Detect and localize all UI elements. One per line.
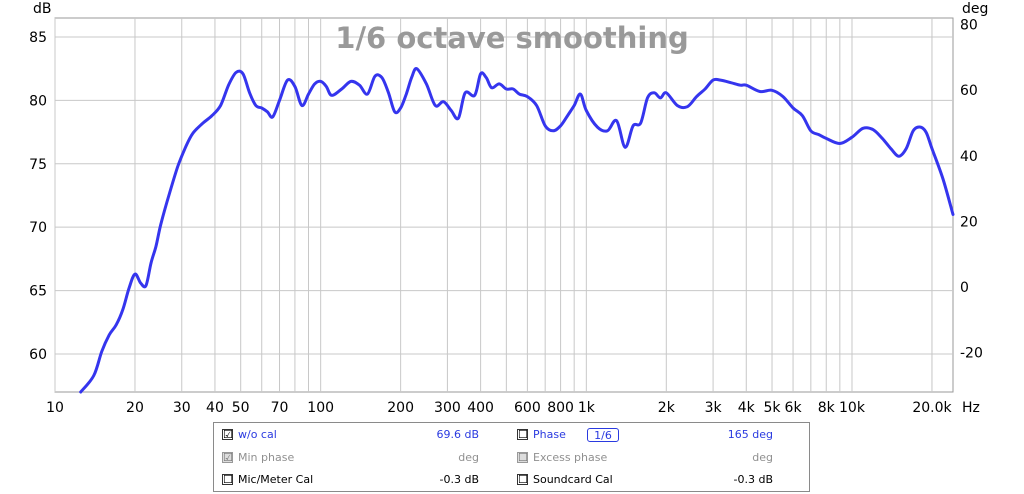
plot-area <box>54 17 954 393</box>
y-left-tick-label: 70 <box>29 220 47 236</box>
wo-cal-value: 69.6 dB <box>436 428 479 441</box>
y-left-tick-label: 85 <box>29 30 47 46</box>
min-phase-value: deg <box>458 451 479 464</box>
y-axis-right: -20 0 20 40 60 80 <box>960 18 983 362</box>
y-left-tick-label: 60 <box>29 347 47 363</box>
x-tick-label: 1k <box>578 400 596 416</box>
x-tick-label: 5k <box>764 400 782 416</box>
soundcard-cal-value: -0.3 dB <box>733 473 774 486</box>
x-tick-label: 20 <box>126 400 144 416</box>
x-tick-label: 3k <box>705 400 723 416</box>
x-axis: 10 20 30 40 50 70 100 200 300 400 600 800 1k 2k 3k 4k 5k… <box>46 400 952 416</box>
y-left-tick-label: 65 <box>29 284 47 300</box>
x-tick-label: 200 <box>387 400 414 416</box>
x-tick-label: 40 <box>206 400 224 416</box>
x-tick-label: 20.0k <box>912 400 952 416</box>
x-tick-label: 2k <box>658 400 676 416</box>
y-left-tick-label: 80 <box>29 93 47 109</box>
x-tick-label: 400 <box>467 400 494 416</box>
x-tick-label: 50 <box>232 400 250 416</box>
mic-cal-value: -0.3 dB <box>439 473 480 486</box>
min-phase-checkbox[interactable]: ☑ <box>222 451 233 464</box>
x-tick-label: 70 <box>271 400 289 416</box>
legend-row-mic-cal: ☐ Mic/Meter Cal -0.3 dB ☐ Soundcard Cal … <box>214 471 811 489</box>
mic-cal-label: Mic/Meter Cal <box>238 473 314 486</box>
phase-value: 165 deg <box>727 428 773 441</box>
smoothing-button[interactable]: 1/6 <box>587 428 619 442</box>
y-right-tick-label: 80 <box>960 18 978 34</box>
soundcard-cal-checkbox[interactable]: ☐ <box>517 473 528 486</box>
soundcard-cal-label: Soundcard Cal <box>533 473 613 486</box>
phase-label: Phase <box>533 428 566 441</box>
wo-cal-label: w/o cal <box>238 428 277 441</box>
y-right-tick-label: 60 <box>960 83 978 99</box>
x-tick-label: 10 <box>46 400 64 416</box>
x-tick-label: 30 <box>173 400 191 416</box>
excess-phase-label: Excess phase <box>533 451 608 464</box>
x-tick-label: 300 <box>434 400 461 416</box>
excess-phase-value: deg <box>752 451 773 464</box>
x-tick-label: 8k <box>818 400 836 416</box>
legend-panel: ☑ w/o cal 1/6 69.6 dB ☐ Phase 165 deg ☑ … <box>213 422 810 492</box>
x-tick-label: 600 <box>514 400 541 416</box>
x-tick-label: 4k <box>738 400 756 416</box>
x-tick-label: 800 <box>547 400 574 416</box>
x-axis-unit-label: Hz <box>962 400 980 416</box>
grid-lines <box>54 18 953 392</box>
x-tick-label: 100 <box>307 400 334 416</box>
y-right-tick-label: 40 <box>960 149 978 165</box>
y-axis-right-label: deg <box>962 1 988 17</box>
y-left-tick-label: 75 <box>29 157 47 173</box>
x-tick-label: 6k <box>785 400 803 416</box>
legend-row-min-phase: ☑ Min phase deg ☐ Excess phase deg <box>214 449 811 467</box>
legend-row-wo-cal: ☑ w/o cal 1/6 69.6 dB ☐ Phase 165 deg <box>214 426 811 444</box>
y-right-tick-label: 0 <box>960 280 969 296</box>
chart-title: 1/6 octave smoothing <box>335 21 688 55</box>
mic-cal-checkbox[interactable]: ☐ <box>222 473 233 486</box>
min-phase-label: Min phase <box>238 451 295 464</box>
y-right-tick-label: -20 <box>960 346 983 362</box>
phase-checkbox[interactable]: ☐ <box>517 428 528 441</box>
y-axis-left-label: dB <box>33 1 52 17</box>
x-tick-label: 10k <box>839 400 866 416</box>
series-line <box>79 67 955 394</box>
excess-phase-checkbox[interactable]: ☐ <box>517 451 528 464</box>
y-axis-left: 60 65 70 75 80 85 <box>29 30 47 363</box>
y-right-tick-label: 20 <box>960 214 978 230</box>
wo-cal-checkbox[interactable]: ☑ <box>222 428 233 441</box>
